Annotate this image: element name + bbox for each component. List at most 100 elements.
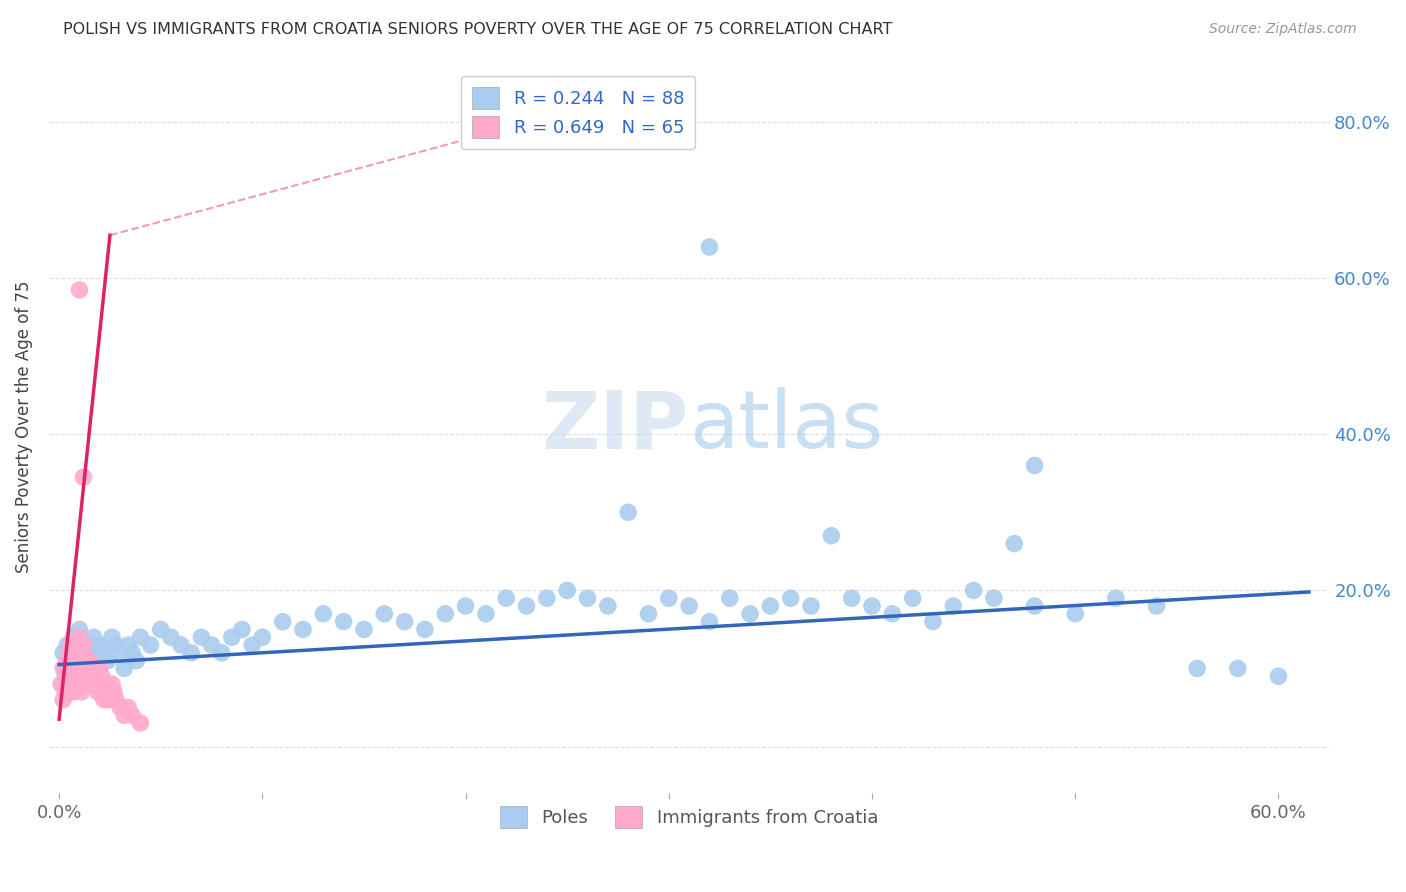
Point (190, 630, 212, 644)
Point (125, 654, 148, 668)
Legend: Poles, Immigrants from Croatia: Poles, Immigrants from Croatia (492, 799, 886, 836)
Point (52, 692, 75, 706)
Point (221, 630, 243, 644)
Point (1002, 536, 1025, 550)
Point (89, 661, 111, 675)
Point (97, 654, 120, 668)
Point (79, 654, 101, 668)
Point (129, 716, 152, 731)
Point (53, 669, 76, 683)
Point (72, 470, 94, 484)
Point (70, 669, 93, 683)
Point (56, 654, 79, 668)
Point (56, 677, 79, 691)
Point (90, 669, 112, 683)
Point (52, 646, 75, 660)
Point (332, 615, 354, 629)
Point (65, 677, 87, 691)
Point (312, 607, 335, 621)
Point (65, 661, 87, 675)
Point (58, 646, 80, 660)
Point (555, 583, 578, 598)
Point (79, 661, 101, 675)
Point (72, 669, 94, 683)
Point (1064, 607, 1087, 621)
Point (93, 692, 115, 706)
Point (271, 615, 294, 629)
Point (942, 599, 965, 613)
Point (56, 638, 79, 652)
Point (353, 623, 375, 637)
Point (101, 677, 124, 691)
Point (84, 677, 107, 691)
Point (52, 661, 75, 675)
Point (89, 677, 111, 691)
Point (105, 692, 128, 706)
Point (105, 638, 128, 652)
Point (475, 607, 498, 621)
Point (90, 685, 112, 699)
Point (800, 599, 823, 613)
Point (62, 685, 84, 699)
Point (69, 677, 91, 691)
Point (1024, 458, 1046, 473)
Point (69, 646, 91, 660)
Point (117, 700, 139, 714)
Point (66, 646, 89, 660)
Point (66, 654, 89, 668)
Point (84, 654, 107, 668)
Point (87, 669, 110, 683)
Point (922, 615, 945, 629)
Point (97, 692, 120, 706)
Point (93, 646, 115, 660)
Point (112, 708, 135, 723)
Point (69, 623, 91, 637)
Point (84, 661, 107, 675)
Point (1185, 661, 1208, 675)
Point (637, 607, 659, 621)
Point (58, 685, 80, 699)
Point (576, 591, 599, 606)
Point (51, 677, 73, 691)
Point (434, 607, 457, 621)
Point (170, 638, 193, 652)
Point (231, 623, 253, 637)
Point (699, 615, 721, 629)
Point (89, 638, 111, 652)
Point (94, 685, 117, 699)
Point (108, 700, 131, 714)
Point (70, 685, 93, 699)
Point (1105, 591, 1128, 606)
Point (160, 630, 183, 644)
Point (72, 677, 94, 691)
Point (83, 630, 105, 644)
Point (69, 654, 91, 668)
Point (80, 677, 103, 691)
Point (87, 661, 110, 675)
Point (882, 607, 904, 621)
Point (58, 669, 80, 683)
Point (1226, 661, 1249, 675)
Point (80, 646, 103, 660)
Point (101, 630, 124, 644)
Point (79, 669, 101, 683)
Point (699, 240, 721, 254)
Point (60, 677, 83, 691)
Point (60, 661, 83, 675)
Point (69, 661, 91, 675)
Point (759, 599, 782, 613)
Point (62, 654, 84, 668)
Point (129, 630, 152, 644)
Point (292, 623, 315, 637)
Point (112, 661, 135, 675)
Point (70, 661, 93, 675)
Point (108, 646, 131, 660)
Point (841, 591, 863, 606)
Point (200, 638, 222, 652)
Point (1267, 669, 1289, 683)
Point (76, 661, 98, 675)
Point (60, 654, 83, 668)
Point (121, 646, 143, 660)
Point (121, 708, 143, 723)
Point (617, 505, 640, 519)
